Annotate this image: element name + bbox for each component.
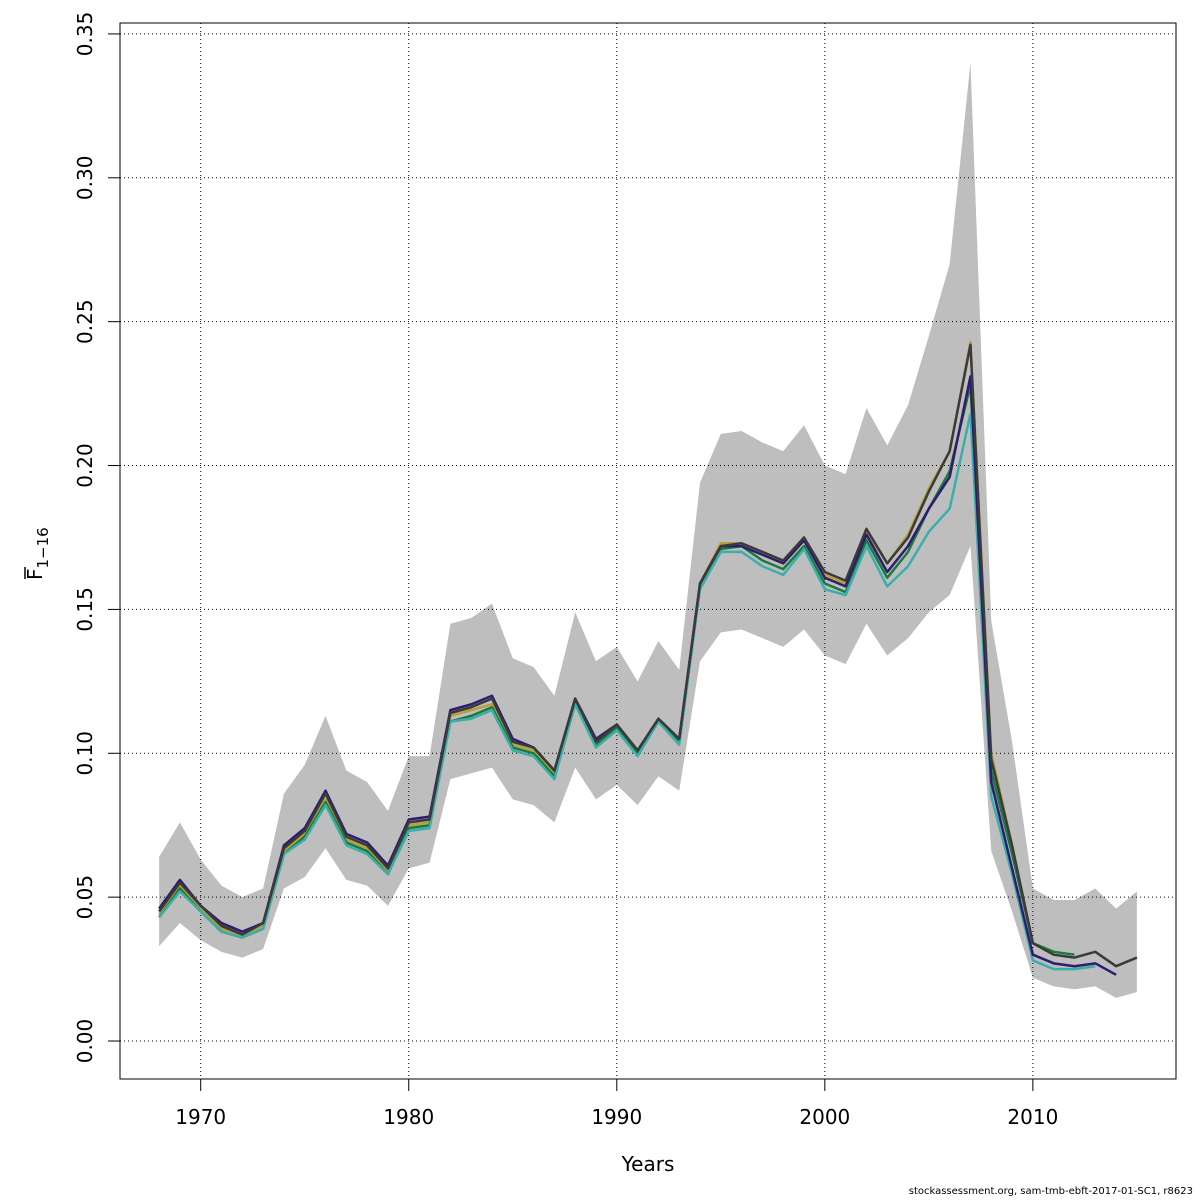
x-tick-label: 1990 [591, 1105, 642, 1129]
x-tick-label: 2010 [1007, 1105, 1058, 1129]
plot-frame [119, 22, 1177, 1080]
y-tick-label: 0.10 [73, 731, 97, 776]
y-tick-label: 0.30 [73, 156, 97, 201]
y-label-letter: F [23, 568, 47, 580]
series-line [158, 343, 1138, 968]
x-tick-label: 1970 [175, 1105, 226, 1129]
series-line [158, 412, 1096, 971]
x-tick-label: 1980 [383, 1105, 434, 1129]
y-tick-label: 0.25 [73, 299, 97, 344]
confidence-band [159, 62, 1137, 998]
y-tick-label: 0.15 [73, 587, 97, 632]
footer: stockassessment.org, sam-tmb-ebft-2017-0… [909, 1186, 1193, 1197]
y-axis-label: F1−16 [23, 527, 52, 580]
y-tick-label: 0.20 [73, 443, 97, 488]
y-tick-label: 0.00 [73, 1019, 97, 1064]
x-tick-label: 2000 [799, 1105, 850, 1129]
y-label-sub: 1−16 [34, 527, 52, 568]
y-tick-label: 0.35 [73, 12, 97, 57]
x-axis-label: Years [621, 1152, 675, 1176]
y-axis-label-main: F1−16 [23, 527, 52, 580]
y-tick-label: 0.05 [73, 875, 97, 920]
